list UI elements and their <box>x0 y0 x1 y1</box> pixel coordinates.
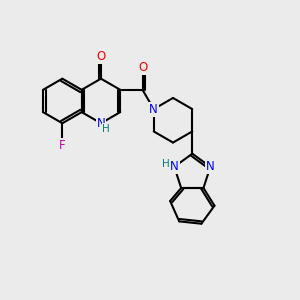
Text: N: N <box>97 117 105 130</box>
Text: H: H <box>102 124 110 134</box>
Text: O: O <box>96 50 106 63</box>
Text: F: F <box>59 139 66 152</box>
Text: O: O <box>138 61 147 74</box>
Text: H: H <box>163 159 170 169</box>
Text: N: N <box>170 160 179 173</box>
Text: N: N <box>149 103 158 116</box>
Text: N: N <box>206 160 215 173</box>
